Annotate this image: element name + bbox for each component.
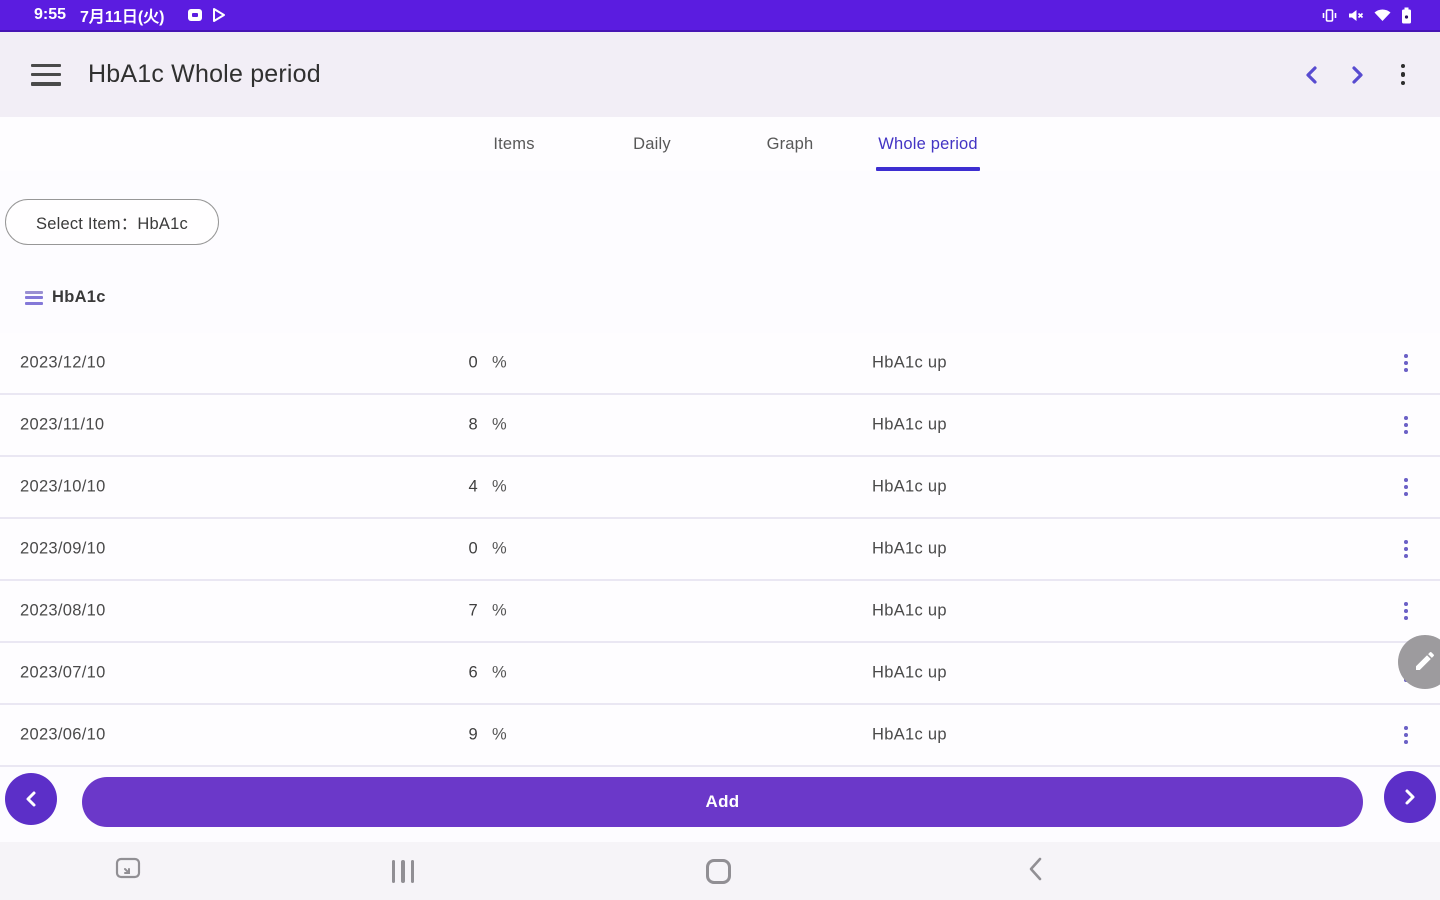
tab-whole-period[interactable]: Whole period (859, 117, 997, 171)
measurement-row[interactable]: 2023/12/10 0 % HbA1c up (0, 333, 1440, 395)
measurement-row[interactable]: 2023/10/10 4 % HbA1c up (0, 457, 1440, 519)
back-button[interactable] (1007, 847, 1063, 895)
measurement-row[interactable]: 2023/09/10 0 % HbA1c up (0, 519, 1440, 581)
drag-handle-icon[interactable] (25, 290, 43, 305)
tab-graph[interactable]: Graph (766, 134, 814, 153)
list-header-label: HbA1c (52, 288, 106, 306)
row-value: 0 (468, 353, 478, 372)
battery-icon (1401, 7, 1412, 24)
recents-button[interactable] (375, 847, 431, 895)
row-overflow-menu-icon[interactable] (1392, 531, 1420, 567)
select-item-chip-label: Select Item：HbA1c (36, 215, 188, 233)
play-store-icon (211, 7, 227, 23)
tab-daily[interactable]: Daily (633, 134, 671, 153)
tab-bar: Items Daily Graph Whole period (0, 117, 1440, 171)
measurement-row[interactable]: 2023/11/10 8 % HbA1c up (0, 395, 1440, 457)
row-overflow-menu-icon[interactable] (1392, 593, 1420, 629)
scroll-prev-button[interactable] (5, 773, 57, 825)
volume-mute-icon (1347, 7, 1364, 24)
row-value: 7 (468, 601, 478, 620)
screenshot-icon (115, 857, 141, 886)
page-title: HbA1c Whole period (88, 60, 321, 88)
row-label: HbA1c up (872, 725, 947, 744)
row-label: HbA1c up (872, 539, 947, 558)
measurement-list: 2023/12/10 0 % HbA1c up 2023/11/10 8 % H… (0, 333, 1440, 767)
next-chevron-icon[interactable] (1334, 52, 1380, 98)
row-label: HbA1c up (872, 601, 947, 620)
status-time: 9:55 (34, 6, 67, 23)
row-unit: % (492, 725, 507, 744)
android-nav-bar (0, 842, 1440, 900)
row-value: 8 (468, 415, 478, 434)
row-unit: % (492, 353, 507, 372)
measurement-row[interactable]: 2023/06/10 9 % HbA1c up (0, 705, 1440, 767)
row-value: 9 (468, 725, 478, 744)
row-date: 2023/09/10 (20, 539, 106, 558)
measurement-row[interactable]: 2023/08/10 7 % HbA1c up (0, 581, 1440, 643)
menu-icon[interactable] (31, 63, 61, 86)
row-unit: % (492, 663, 507, 682)
row-date: 2023/11/10 (20, 415, 105, 434)
active-tab-indicator (876, 167, 980, 171)
add-button[interactable]: Add (82, 777, 1363, 827)
app-bar: HbA1c Whole period (0, 32, 1440, 117)
back-chevron-icon (1027, 856, 1043, 887)
wifi-icon (1373, 7, 1392, 23)
row-value: 4 (468, 477, 478, 496)
row-date: 2023/08/10 (20, 601, 106, 620)
row-date: 2023/07/10 (20, 663, 106, 682)
row-date: 2023/12/10 (20, 353, 106, 372)
status-bar: 9:55 7月11日(火) (0, 0, 1440, 32)
row-value: 0 (468, 539, 478, 558)
edit-fab[interactable] (1398, 635, 1440, 689)
row-value: 6 (468, 663, 478, 682)
row-label: HbA1c up (872, 477, 947, 496)
home-icon (705, 858, 731, 884)
measurement-row[interactable]: 2023/07/10 6 % HbA1c up (0, 643, 1440, 705)
row-overflow-menu-icon[interactable] (1392, 345, 1420, 381)
row-label: HbA1c up (872, 663, 947, 682)
content-area: Select Item：HbA1c HbA1c 2023/12/10 0 % H… (0, 171, 1440, 842)
list-header: HbA1c (25, 288, 106, 307)
row-unit: % (492, 539, 507, 558)
row-date: 2023/10/10 (20, 477, 106, 496)
status-date: 7月11日(火) (80, 9, 165, 26)
row-unit: % (492, 601, 507, 620)
row-unit: % (492, 477, 507, 496)
notification-app-icon (187, 7, 203, 23)
scroll-next-button[interactable] (1384, 771, 1436, 823)
pencil-icon (1413, 649, 1437, 676)
row-overflow-menu-icon[interactable] (1392, 717, 1420, 753)
select-item-chip[interactable]: Select Item：HbA1c (5, 199, 219, 245)
row-overflow-menu-icon[interactable] (1392, 469, 1420, 505)
screenshot-button[interactable] (100, 847, 156, 895)
overflow-menu-icon[interactable] (1380, 52, 1426, 98)
row-label: HbA1c up (872, 353, 947, 372)
prev-chevron-icon[interactable] (1288, 52, 1334, 98)
row-date: 2023/06/10 (20, 725, 106, 744)
row-unit: % (492, 415, 507, 434)
home-button[interactable] (690, 847, 746, 895)
vibrate-icon (1321, 7, 1338, 24)
tab-items[interactable]: Items (493, 134, 535, 153)
row-overflow-menu-icon[interactable] (1392, 407, 1420, 443)
row-label: HbA1c up (872, 415, 947, 434)
recents-icon (391, 859, 415, 883)
